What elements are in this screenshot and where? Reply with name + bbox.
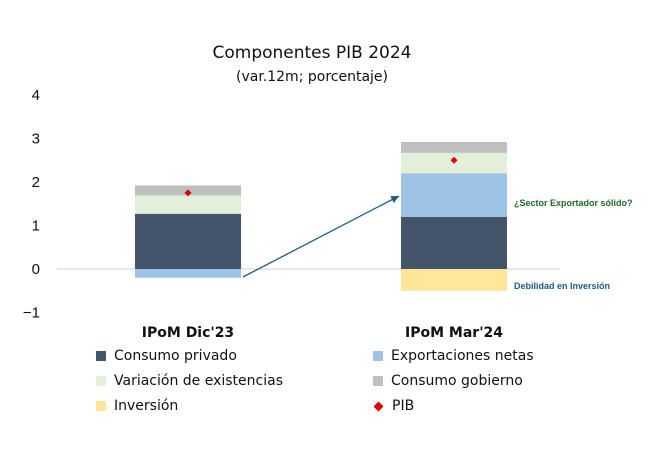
y-tick-label: 4 [32, 87, 40, 104]
y-tick-label: 0 [32, 261, 40, 278]
y-tick-label: −1 [23, 305, 40, 322]
trend-arrow [242, 195, 400, 278]
bar-segment-exportaciones-netas [135, 269, 241, 278]
annotation-exporter: ¿Sector Exportador sólido? [514, 198, 633, 208]
pib-marker [450, 156, 458, 164]
bar-segment-exportaciones-netas [401, 173, 507, 217]
pib-marker [184, 189, 192, 197]
x-category-label: IPoM Mar'24 [405, 325, 503, 341]
pib-markers [184, 156, 458, 197]
y-axis: 4 3 2 1 0 −1 [23, 87, 40, 322]
bar-segment-consumo-privado [401, 216, 507, 269]
chart-subtitle: (var.12m; porcentaje) [236, 69, 388, 85]
bars-layer [135, 141, 507, 291]
y-tick-label: 3 [32, 131, 40, 148]
x-category-label: IPoM Dic'23 [142, 325, 234, 341]
bar-segment-inversión [401, 269, 507, 291]
annotation-investment: Debilidad en Inversión [514, 281, 610, 291]
x-axis: IPoM Dic'23 IPoM Mar'24 [142, 325, 503, 341]
y-tick-label: 1 [32, 218, 40, 235]
bar-segment-variación-de-existencias [135, 195, 241, 214]
bar-segment-consumo-gobierno [401, 141, 507, 153]
chart-title: Componentes PIB 2024 [212, 43, 411, 63]
y-tick-label: 2 [32, 174, 40, 191]
bar-segment-consumo-privado [135, 213, 241, 269]
